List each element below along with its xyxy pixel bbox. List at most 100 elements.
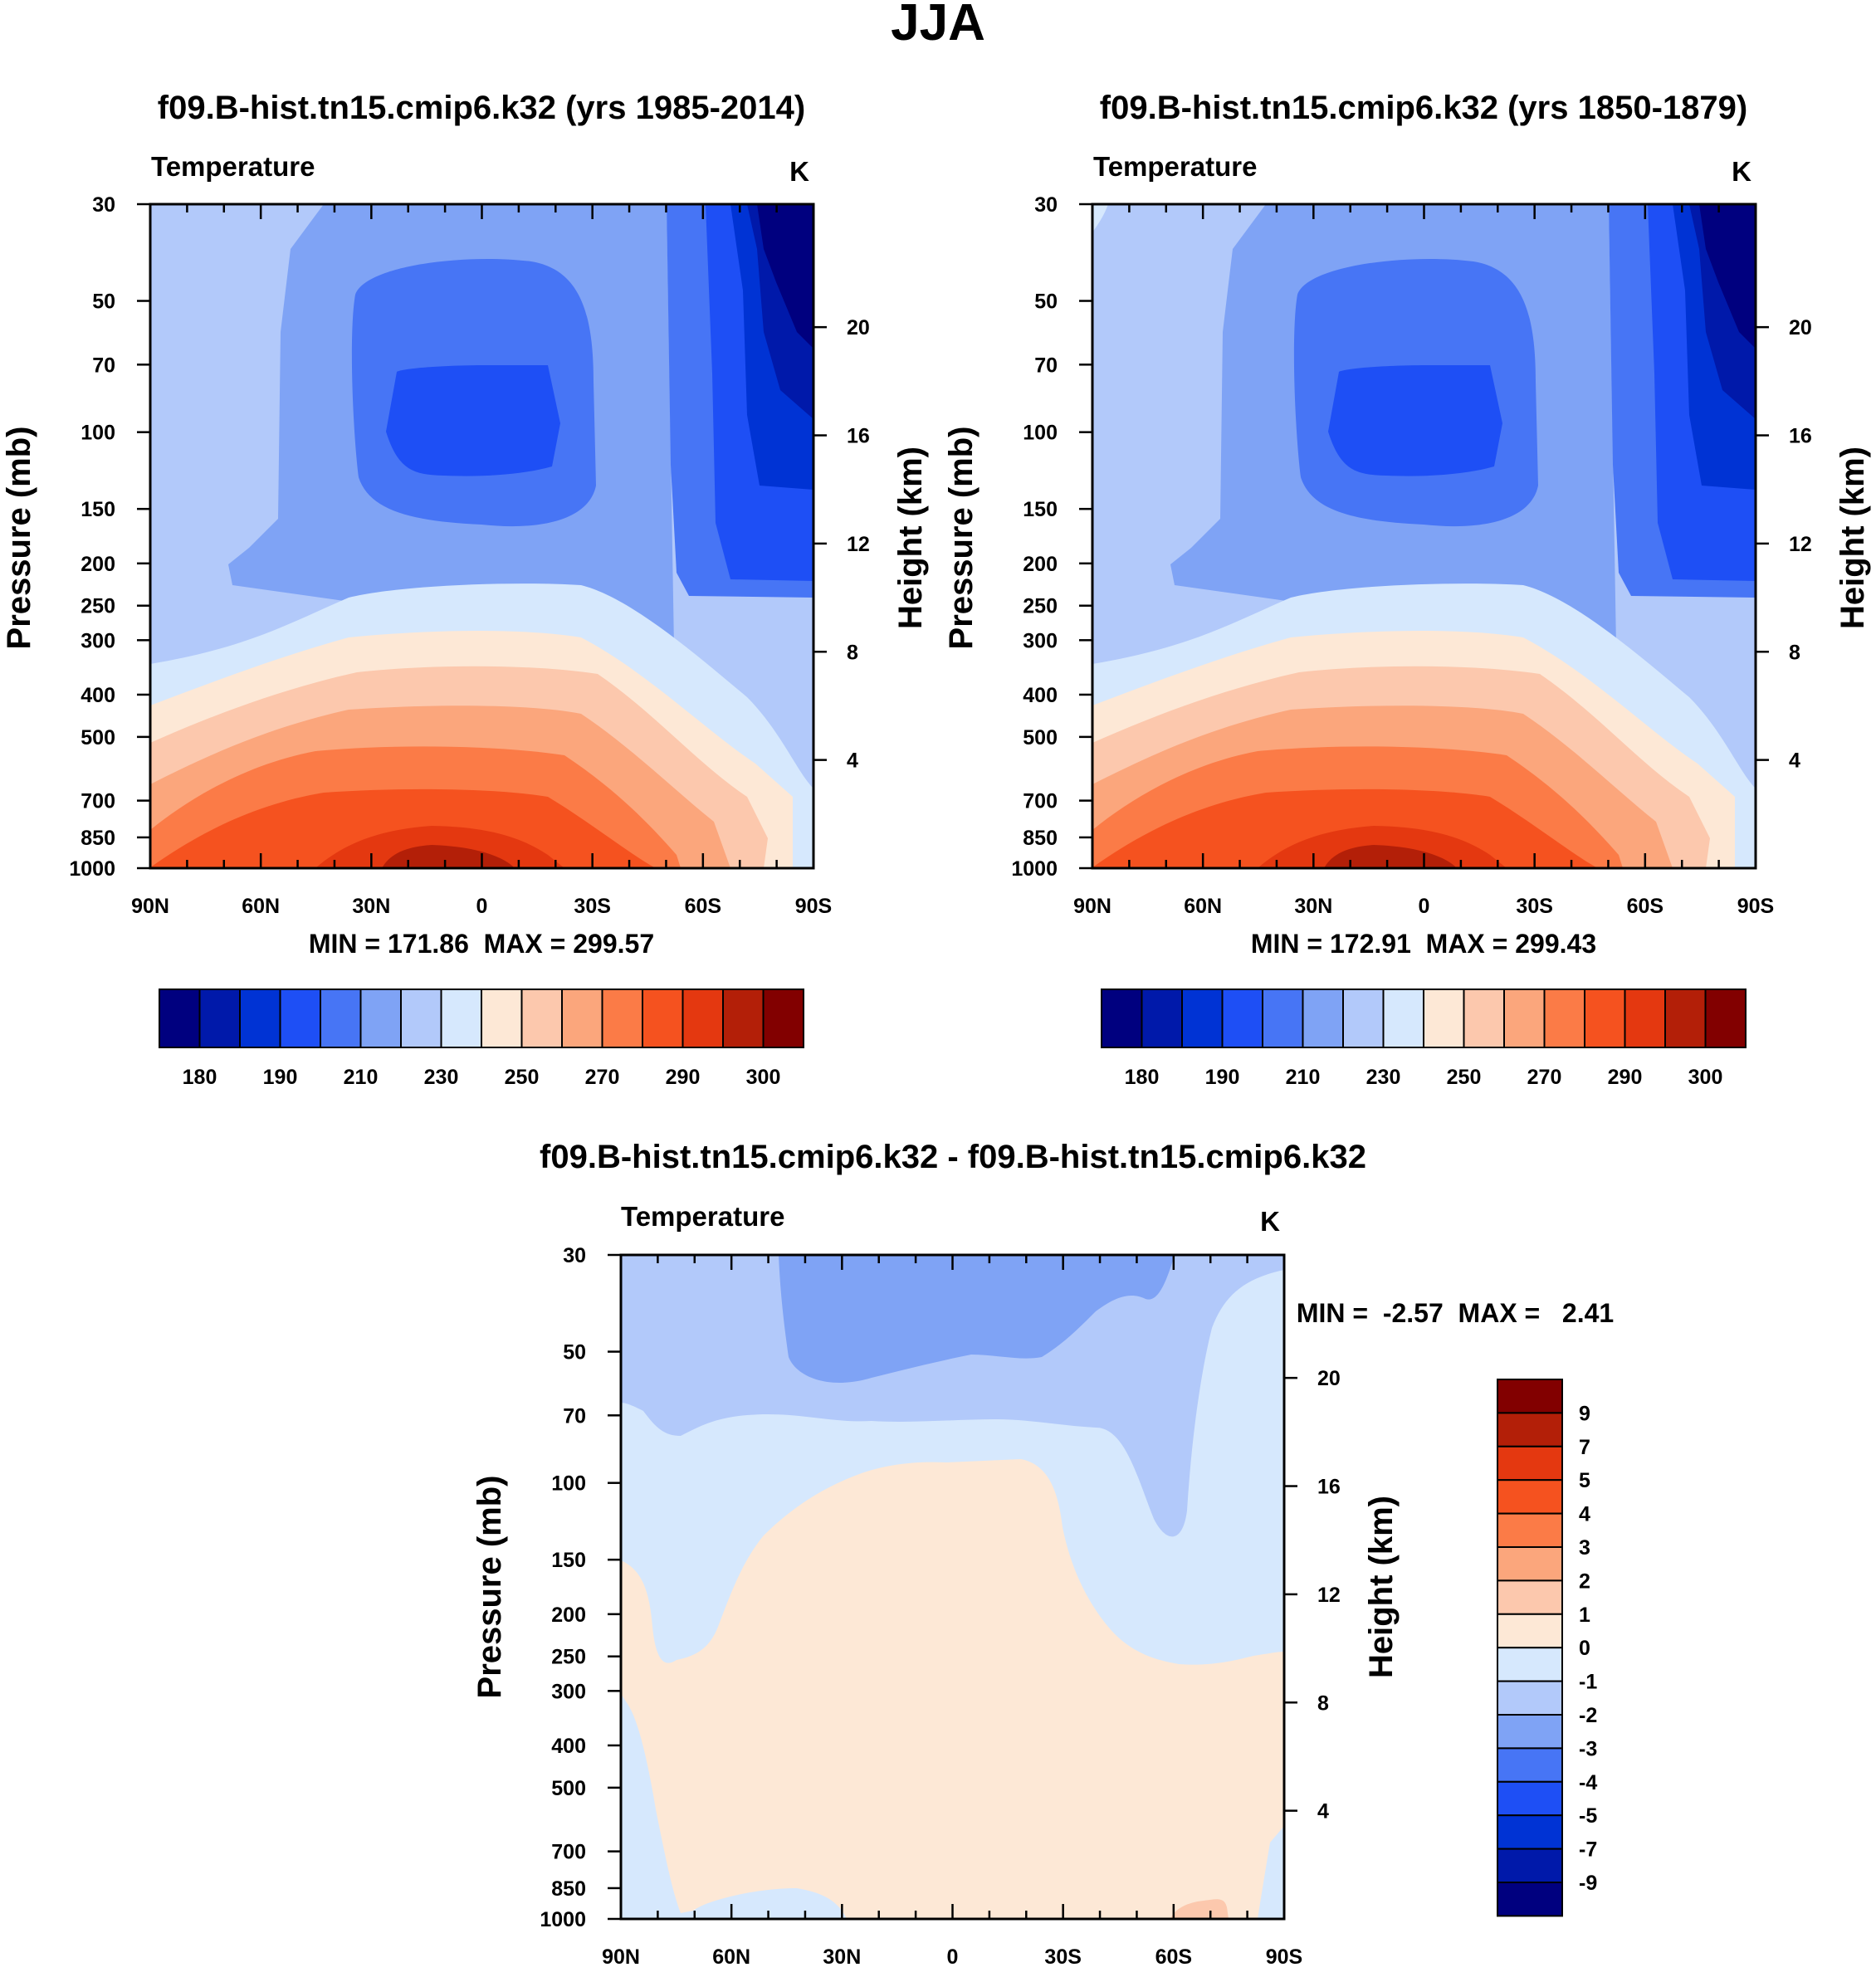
y-tick-label: 150 bbox=[551, 1549, 586, 1572]
min-max-stats: MIN = -2.57 MAX = 2.41 bbox=[1297, 1298, 1614, 1328]
y-tick-label: 500 bbox=[1023, 726, 1058, 749]
figure-title: JJA bbox=[891, 0, 985, 51]
contour-band bbox=[757, 204, 813, 349]
colorbar-label: 300 bbox=[746, 1066, 781, 1089]
units-label: K bbox=[789, 156, 809, 187]
y2-tick-label: 4 bbox=[847, 749, 858, 773]
y2-tick-label: 4 bbox=[1789, 749, 1800, 773]
x-tick-label: 60S bbox=[1155, 1945, 1192, 1969]
y2-tick-label: 4 bbox=[1317, 1800, 1329, 1823]
x-tick-label: 60S bbox=[1627, 895, 1663, 918]
colorbar-swatch bbox=[239, 989, 281, 1048]
y2-ticks: 20 16 12 8 4 bbox=[813, 316, 870, 773]
colorbar-swatch bbox=[1141, 989, 1183, 1048]
colorbar-swatch bbox=[1503, 989, 1546, 1048]
contour-band bbox=[386, 365, 560, 476]
x-tick-label: 30N bbox=[352, 895, 390, 918]
colorbar-swatch bbox=[1704, 989, 1747, 1048]
y2-ticks: 20 16 12 8 4 bbox=[1756, 316, 1812, 773]
y-tick-label: 30 bbox=[92, 193, 115, 217]
contour-band bbox=[779, 1255, 1175, 1383]
colorbar-label: 190 bbox=[263, 1066, 298, 1089]
y-tick-label: 30 bbox=[1034, 193, 1058, 217]
y-tick-label: 400 bbox=[551, 1735, 586, 1758]
colorbar-swatch bbox=[1101, 989, 1143, 1048]
colorbar-swatch bbox=[520, 989, 563, 1048]
x-tick-label: 30S bbox=[574, 895, 610, 918]
colorbar-swatch bbox=[682, 989, 724, 1048]
x-tick-label: 0 bbox=[947, 1945, 959, 1969]
y-tick-label: 30 bbox=[563, 1244, 586, 1267]
y2-axis-label: Height (km) bbox=[1834, 447, 1871, 629]
colorbar-horizontal: 180 190 210 230 250 270 290 300 bbox=[159, 989, 804, 1089]
x-ticks: 90N 60N 30N 0 30S 60S 90S bbox=[131, 204, 832, 918]
colorbar-swatch bbox=[1497, 1780, 1563, 1817]
colorbar-swatch bbox=[1497, 1479, 1563, 1515]
y-tick-label: 850 bbox=[551, 1877, 586, 1901]
colorbar-swatch bbox=[1497, 1412, 1563, 1447]
y-tick-label: 150 bbox=[1023, 498, 1058, 521]
colorbar-label: 270 bbox=[1527, 1066, 1562, 1089]
colorbar-swatch bbox=[1497, 1579, 1563, 1615]
x-tick-label: 90N bbox=[602, 1945, 640, 1969]
y-tick-label: 200 bbox=[551, 1604, 586, 1627]
panel-title: f09.B-hist.tn15.cmip6.k32 (yrs 1985-2014… bbox=[158, 90, 805, 126]
x-tick-label: 0 bbox=[476, 895, 488, 918]
y-tick-label: 700 bbox=[81, 790, 115, 813]
colorbar-swatch bbox=[561, 989, 603, 1048]
colorbar-label: 3 bbox=[1579, 1536, 1590, 1560]
x-tick-label: 60N bbox=[712, 1945, 750, 1969]
contour-band bbox=[1258, 1826, 1284, 1919]
colorbar-swatch bbox=[1497, 1512, 1563, 1548]
x-tick-label: 90S bbox=[795, 895, 832, 918]
y-tick-label: 200 bbox=[81, 553, 115, 576]
x-ticks: 90N 60N 30N 0 30S 60S 90S bbox=[602, 1255, 1302, 1969]
colorbar-swatch bbox=[1382, 989, 1424, 1048]
colorbar-swatch bbox=[1497, 1747, 1563, 1783]
y-axis-label: Pressure (mb) bbox=[943, 427, 980, 650]
y-tick-label: 200 bbox=[1023, 553, 1058, 576]
units-label: K bbox=[1260, 1206, 1280, 1237]
y-tick-label: 100 bbox=[81, 422, 115, 445]
colorbar-label: -7 bbox=[1579, 1838, 1597, 1862]
colorbar-swatch bbox=[1497, 1680, 1563, 1716]
y-tick-label: 70 bbox=[1034, 354, 1058, 377]
colorbar-swatch bbox=[440, 989, 482, 1048]
variable-label: Temperature bbox=[621, 1201, 784, 1232]
colorbar-label: 190 bbox=[1205, 1066, 1240, 1089]
colorbar-label: 290 bbox=[666, 1066, 701, 1089]
units-label: K bbox=[1732, 156, 1751, 187]
colorbar-swatch bbox=[1181, 989, 1224, 1048]
x-tick-label: 90S bbox=[1737, 895, 1774, 918]
colorbar-swatch bbox=[1463, 989, 1505, 1048]
colorbar-swatch bbox=[1497, 1714, 1563, 1750]
x-tick-label: 30S bbox=[1044, 1945, 1081, 1969]
colorbar-label: 300 bbox=[1688, 1066, 1723, 1089]
colorbar-swatch bbox=[601, 989, 643, 1048]
colorbar-swatch bbox=[481, 989, 523, 1048]
min-max-stats: MIN = 171.86 MAX = 299.57 bbox=[309, 929, 654, 959]
colorbar-label: 180 bbox=[1125, 1066, 1160, 1089]
colorbar-swatch bbox=[1624, 989, 1666, 1048]
y2-tick-label: 20 bbox=[1317, 1367, 1341, 1390]
y-tick-label: 100 bbox=[1023, 422, 1058, 445]
y2-tick-label: 12 bbox=[1317, 1584, 1341, 1607]
y-ticks: 30 50 70 100 150 200 250 300 400 500 700 850 1000 bbox=[540, 1244, 621, 1931]
y-tick-label: 700 bbox=[1023, 790, 1058, 813]
y-ticks: 30 50 70 100 150 200 250 300 400 500 700 850 1000 bbox=[69, 193, 150, 881]
y-tick-label: 850 bbox=[1023, 827, 1058, 850]
contour-band bbox=[1092, 204, 1108, 232]
y-tick-label: 70 bbox=[92, 354, 115, 377]
colorbar-swatch bbox=[400, 989, 442, 1048]
colorbar-swatch bbox=[1423, 989, 1465, 1048]
colorbar-swatch bbox=[762, 989, 804, 1048]
panel-difference: f09.B-hist.tn15.cmip6.k32 - f09.B-hist.t… bbox=[471, 1139, 1614, 1969]
colorbar-vertical: 9 7 5 4 3 2 1 0 -1 -2 -3 -4 -5 -7 -9 bbox=[1497, 1379, 1597, 1917]
panel-1850-1879: f09.B-hist.tn15.cmip6.k32 (yrs 1850-1879… bbox=[943, 90, 1871, 1089]
colorbar-label: 230 bbox=[1366, 1066, 1401, 1089]
colorbar-swatch bbox=[1302, 989, 1344, 1048]
y2-tick-label: 16 bbox=[847, 425, 870, 448]
colorbar-label: 180 bbox=[183, 1066, 217, 1089]
colorbar-swatch bbox=[1497, 1882, 1563, 1917]
